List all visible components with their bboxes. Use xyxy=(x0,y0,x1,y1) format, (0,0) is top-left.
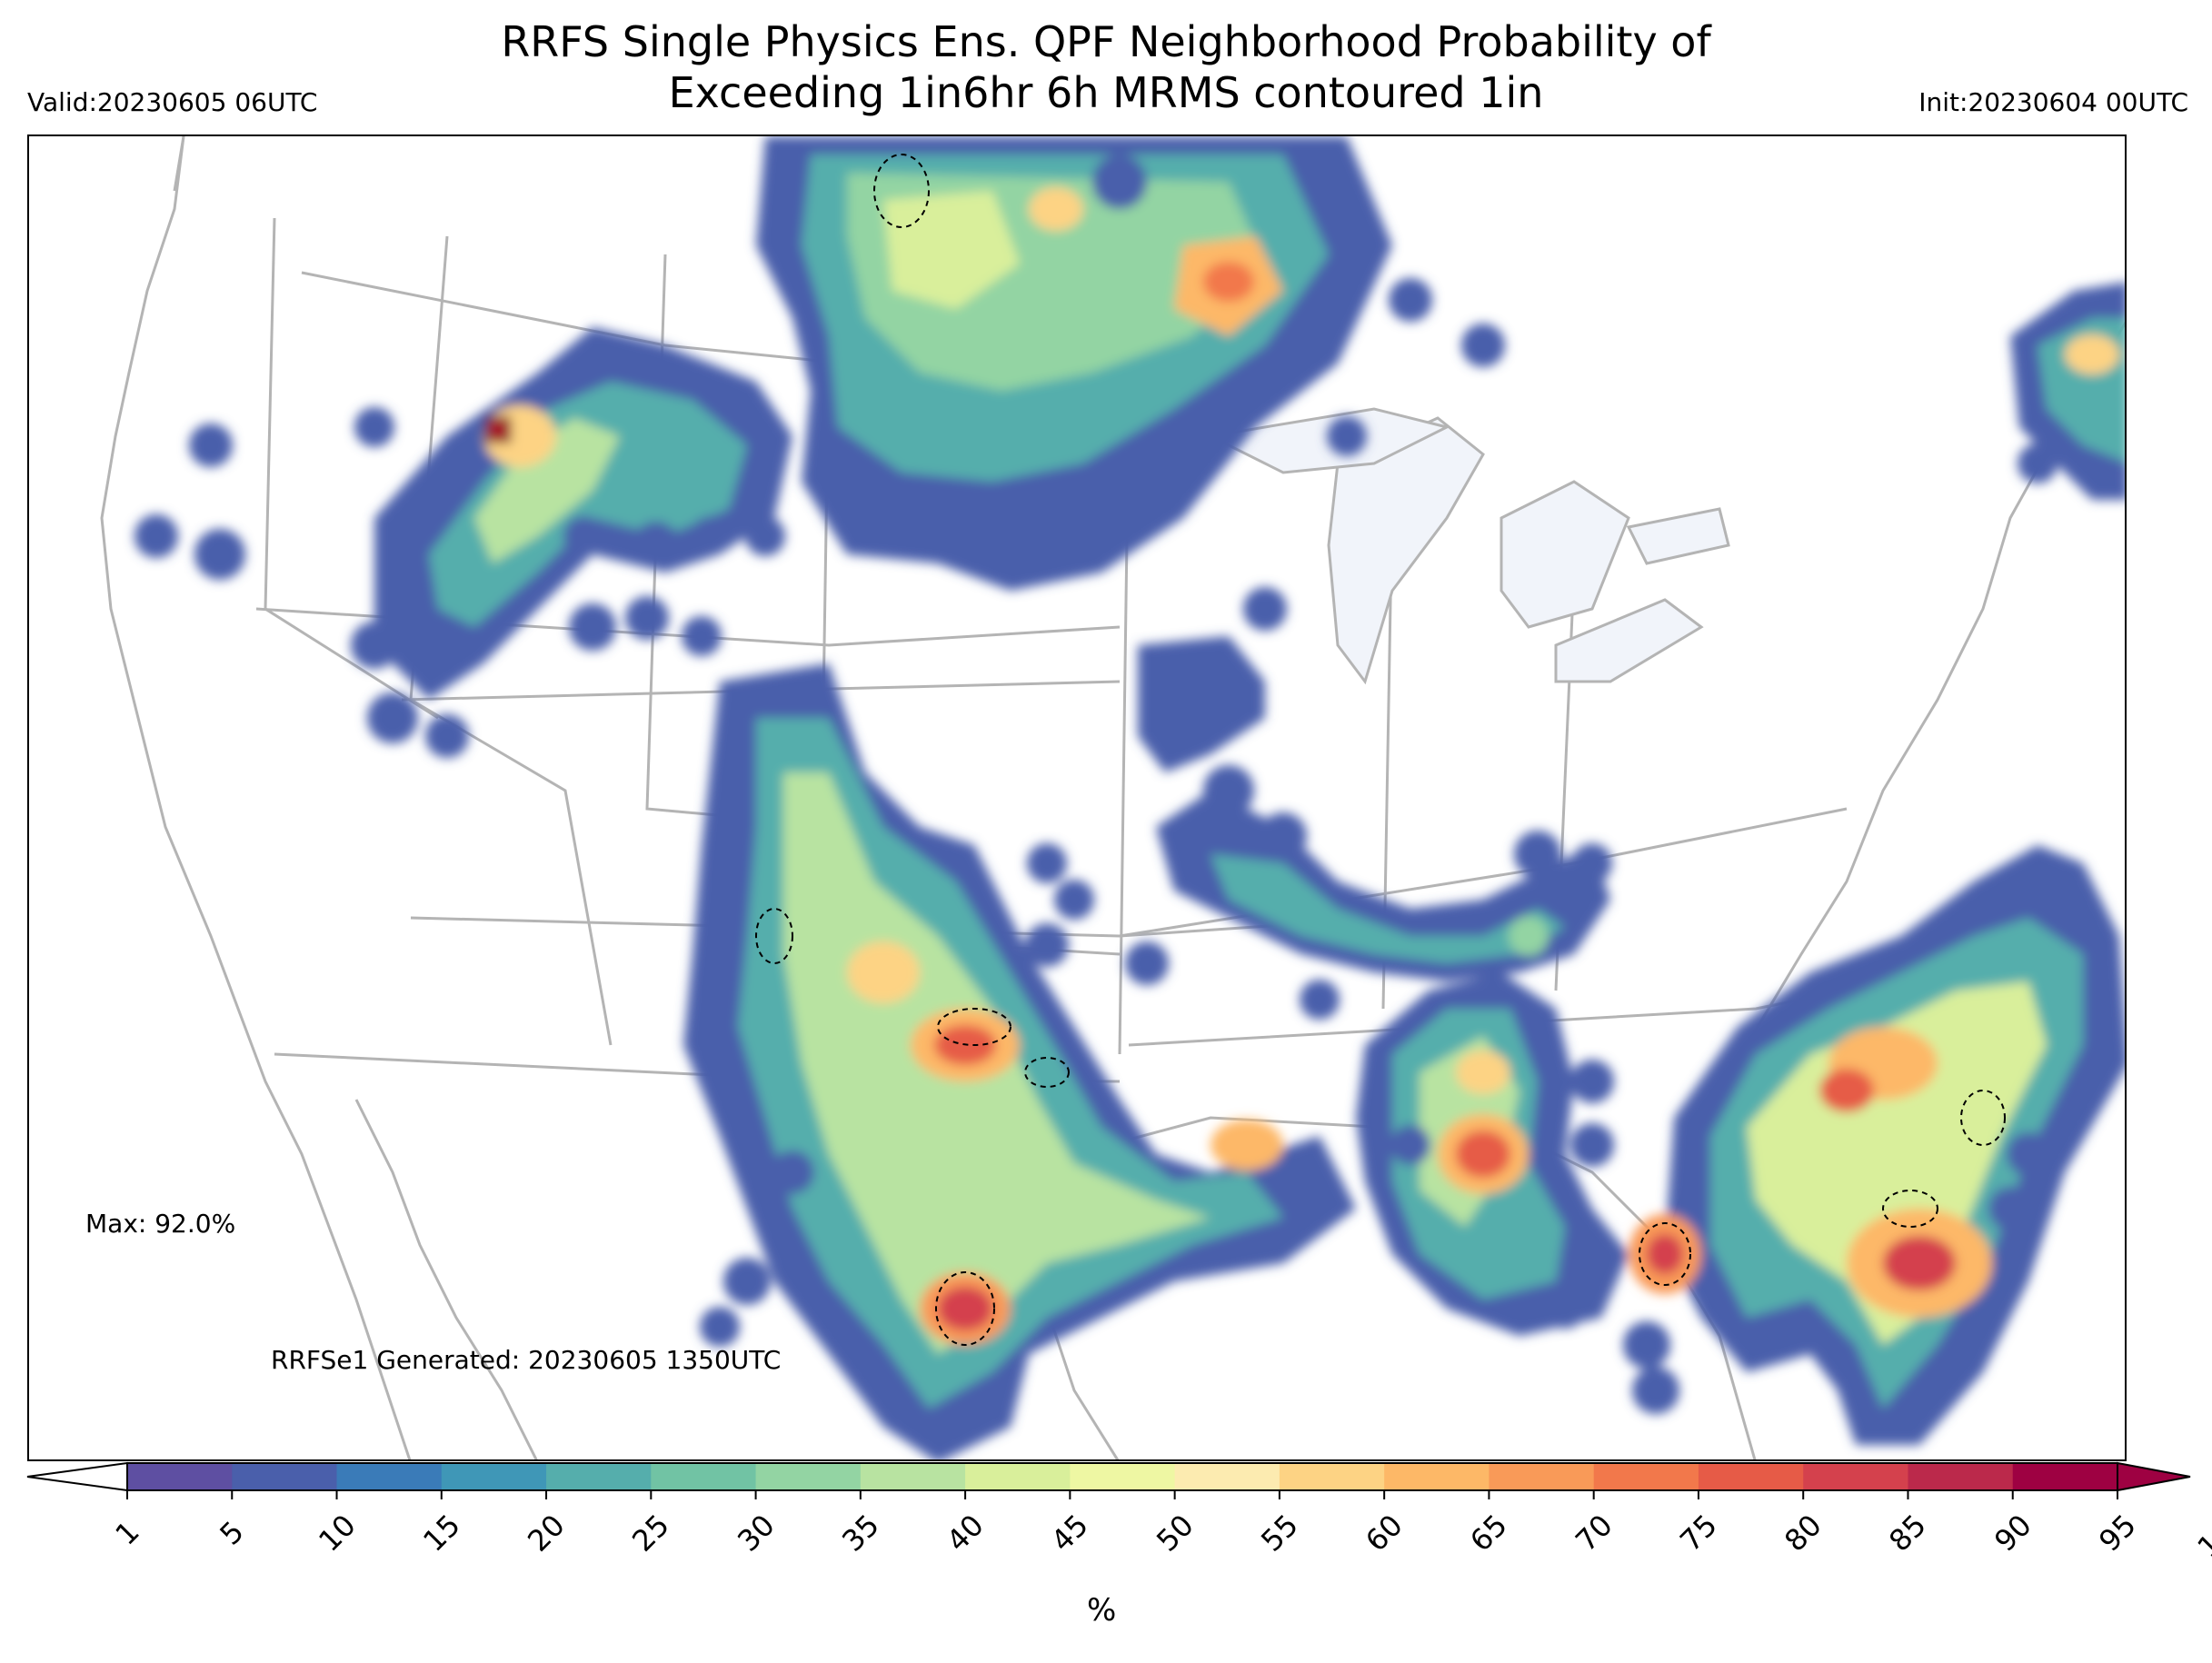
map-svg xyxy=(100,136,2125,1459)
map-title: RRFS Single Physics Ens. QPF Neighborhoo… xyxy=(0,16,2212,118)
colorbar-swatch xyxy=(441,1463,547,1490)
max-value-label: Max: 92.0% xyxy=(85,1209,236,1239)
colorbar-extend-low xyxy=(26,1461,128,1492)
colorbar-swatch xyxy=(860,1463,966,1490)
colorbar-swatch xyxy=(1174,1463,1280,1490)
colorbar-swatch xyxy=(1070,1463,1176,1490)
colorbar xyxy=(0,1454,2212,1521)
colorbar-extend-high xyxy=(2117,1461,2191,1492)
blob-southeast xyxy=(1356,972,1629,1336)
colorbar-swatch xyxy=(755,1463,862,1490)
colorbar-swatch xyxy=(1279,1463,1385,1490)
title-line-2: Exceeding 1in6hr 6h MRMS contoured 1in xyxy=(668,68,1544,117)
colorbar-swatch xyxy=(2012,1463,2118,1490)
probability-blobs xyxy=(135,136,2125,1459)
colorbar-border xyxy=(126,1462,2118,1491)
title-line-1: RRFS Single Physics Ens. QPF Neighborhoo… xyxy=(501,17,1711,66)
colorbar-swatch xyxy=(1908,1463,2014,1490)
valid-time-label: Valid:20230605 06UTC xyxy=(27,87,318,117)
init-time-label: Init:20230604 00UTC xyxy=(1918,87,2188,117)
colorbar-swatch xyxy=(546,1463,652,1490)
colorbar-swatch xyxy=(232,1463,338,1490)
colorbar-swatch xyxy=(336,1463,443,1490)
blob-midwest xyxy=(1138,587,1612,1020)
blob-north-plains xyxy=(756,136,1505,591)
colorbar-unit-label: % xyxy=(1087,1592,1117,1628)
blob-new-england xyxy=(2010,282,2125,500)
colorbar-svg xyxy=(26,1461,2191,1499)
blob-southern-plains xyxy=(683,663,1356,1459)
colorbar-swatch xyxy=(1698,1463,1804,1490)
colorbar-swatch xyxy=(1384,1463,1490,1490)
probability-map xyxy=(27,134,2127,1461)
colorbar-swatch xyxy=(1593,1463,1699,1490)
blob-atlantic xyxy=(1545,845,2125,1445)
colorbar-swatch xyxy=(1803,1463,1909,1490)
mrms-contours xyxy=(755,154,2006,1346)
colorbar-swatch xyxy=(127,1463,233,1490)
colorbar-swatch xyxy=(965,1463,1071,1490)
blob-northwest xyxy=(135,327,792,758)
colorbar-swatch xyxy=(1489,1463,1595,1490)
colorbar-swatch xyxy=(651,1463,757,1490)
generated-time-label: RRFSe1 Generated: 20230605 1350UTC xyxy=(271,1345,782,1375)
